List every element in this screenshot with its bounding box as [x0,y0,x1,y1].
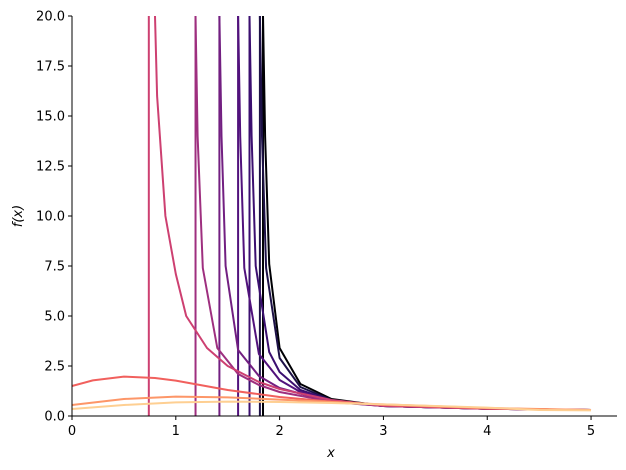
y-tick-label: 20.0 [36,10,65,25]
x-axis-label: x [326,446,335,461]
y-tick-label: 2.5 [44,360,65,375]
y-tick-label: 0.0 [44,410,65,425]
y-tick-label: 15.0 [36,110,65,125]
y-tick-label: 10.0 [36,210,65,225]
x-tick-label: 5 [587,424,595,439]
x-tick-label: 4 [483,424,491,439]
y-tick-label: 17.5 [36,60,65,75]
ticks: 0 1 2 3 4 5 0.0 2.5 5.0 7.5 10.0 12.5 15.0 17.5 20.0 [36,10,595,440]
y-tick-label: 12.5 [36,160,65,175]
x-tick-label: 2 [275,424,283,439]
x-tick-label: 1 [172,424,180,439]
y-axis-label: f(x) [11,205,26,227]
series-10-line [71,400,592,412]
x-tick-label: 3 [379,424,387,439]
plot-area [71,15,592,416]
y-tick-label: 7.5 [44,260,65,275]
x-tick-label: 0 [68,424,76,439]
y-tick-label: 5.0 [44,310,65,325]
